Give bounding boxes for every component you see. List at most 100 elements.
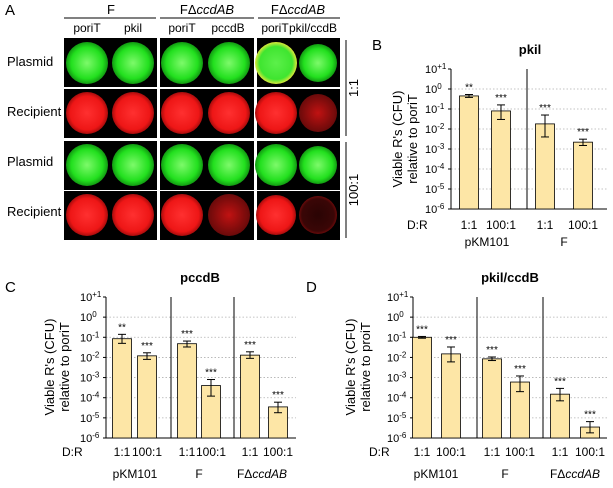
- colony-recipient-1-poriT: [66, 92, 108, 134]
- significance-label: ***: [495, 93, 507, 104]
- bar: [240, 354, 260, 439]
- chart-title: pkil: [519, 42, 541, 57]
- bar: [573, 141, 593, 210]
- panel-letter-d: D: [306, 279, 317, 296]
- colony-recipient-1-pccdB: [208, 92, 250, 134]
- y-tick-label: 100: [425, 82, 442, 96]
- y-tick-label: 10-2: [80, 350, 100, 364]
- y-tick-label: 10-4: [387, 391, 407, 405]
- chart-title: pccdB: [180, 270, 220, 285]
- colony-recipient-2-poriT-fd: [161, 194, 203, 236]
- colony-recipient-1-pkil: [112, 92, 154, 134]
- significance-label: **: [118, 322, 126, 333]
- row-label-recipient-2: Recipient: [7, 204, 62, 219]
- dr-label: D:R: [369, 445, 390, 459]
- category-label: 100:1: [132, 445, 162, 459]
- col-label-4: pccdB: [211, 21, 244, 35]
- group-label: FΔccdAB: [237, 467, 287, 481]
- category-label: 100:1: [263, 445, 293, 459]
- significance-label: ***: [584, 410, 596, 421]
- colony-plasmid-2-pkil: [112, 144, 154, 186]
- colony-plasmid-2-poriT-fd2: [255, 144, 297, 186]
- bar: [441, 353, 461, 439]
- significance-label: ***: [486, 345, 498, 356]
- colony-plasmid-1-poriT: [66, 42, 108, 84]
- significance-label: ***: [416, 324, 428, 335]
- colony-recipient-2-poriT: [66, 194, 108, 236]
- colony-plasmid-1-pccdB: [208, 42, 250, 84]
- category-label: 1:1: [537, 218, 554, 232]
- colony-plasmid-2-pkilccdB: [299, 146, 337, 184]
- strain-label-f: F: [107, 2, 115, 17]
- bar: [112, 338, 132, 439]
- category-label: 1:1: [414, 445, 431, 459]
- colony-plasmid-1-pkil: [112, 42, 154, 84]
- chart-d: pkil/ccdB 10+1 100 10-1 10-2 10-3 10-4 10-5 10-6…: [343, 270, 607, 481]
- row-label-plasmid-1: Plasmid: [7, 54, 53, 69]
- bar: [137, 355, 157, 439]
- y-tick-label: 10-1: [80, 330, 100, 344]
- y-tick-label: 10-6: [80, 431, 100, 445]
- colony-recipient-1-pkilccdB: [299, 94, 337, 132]
- significance-label: **: [465, 83, 473, 94]
- group-label: FΔccdAB: [550, 467, 600, 481]
- strain-label-fdccdab-1: FΔccdAB: [180, 2, 235, 17]
- col-label-6: pkil/ccdB: [289, 21, 337, 35]
- chart-title: pkil/ccdB: [481, 270, 539, 285]
- y-tick-label: 10+1: [80, 290, 102, 304]
- group-label: F: [501, 467, 508, 481]
- group-label: F: [195, 467, 202, 481]
- y-tick-label: 10-6: [425, 202, 445, 216]
- y-tick-label: 10-4: [80, 391, 100, 405]
- significance-label: ***: [244, 340, 256, 351]
- colony-plasmid-1-poriT-fd2: [255, 42, 297, 84]
- y-tick-label: 10-5: [425, 182, 445, 196]
- y-tick-label: 100: [387, 310, 404, 324]
- significance-label: ***: [445, 335, 457, 346]
- bar: [491, 110, 511, 210]
- strain-label-fdccdab-2: FΔccdAB: [271, 2, 326, 17]
- row-label-recipient-1: Recipient: [7, 104, 62, 119]
- significance-label: ***: [272, 390, 284, 401]
- col-label-5: poriT: [261, 21, 289, 35]
- significance-label: ***: [181, 329, 193, 340]
- col-label-1: poriT: [73, 21, 101, 35]
- y-tick-label: 10-3: [80, 371, 100, 385]
- category-label: 100:1: [568, 218, 598, 232]
- colony-plasmid-2-poriT: [66, 144, 108, 186]
- significance-label: ***: [514, 364, 526, 375]
- bar: [177, 343, 197, 439]
- ratio-label-1: 1:1: [346, 79, 361, 97]
- colony-plasmid-1-poriT-fd: [161, 42, 203, 84]
- group-label: pKM101: [113, 467, 158, 481]
- y-tick-label: 10-4: [425, 162, 445, 176]
- significance-label: ***: [554, 376, 566, 387]
- significance-label: ***: [539, 103, 551, 114]
- colony-recipient-2-pccdB: [208, 194, 250, 236]
- y-tick-label: 10-3: [425, 142, 445, 156]
- y-tick-label: 10+1: [425, 62, 447, 76]
- category-label: 1:1: [552, 445, 569, 459]
- colony-recipient-1-poriT-fd2: [255, 92, 297, 134]
- colony-recipient-2-pkil: [112, 194, 154, 236]
- category-label: 100:1: [486, 218, 516, 232]
- y-axis-label: Viable R's (CFU)relative to poriT: [390, 91, 420, 188]
- category-label: 100:1: [436, 445, 466, 459]
- significance-label: ***: [577, 127, 589, 138]
- panel-a: A F FΔccdAB FΔccdAB poriT pkil poriT pcc…: [5, 2, 361, 240]
- colony-recipient-2-pkilccdB: [299, 196, 337, 234]
- y-axis-label: Viable R's (CFU)relative to poriT: [42, 319, 72, 416]
- colony-plasmid-1-pkilccdB: [299, 44, 337, 82]
- bar: [459, 95, 479, 210]
- y-tick-label: 10-1: [387, 330, 407, 344]
- panel-letter-a: A: [5, 2, 15, 19]
- category-label: 100:1: [196, 445, 226, 459]
- y-tick-label: 10-1: [425, 102, 445, 116]
- group-label: pKM101: [465, 235, 510, 249]
- colony-recipient-1-poriT-fd: [161, 92, 203, 134]
- significance-label: ***: [141, 341, 153, 352]
- y-tick-label: 10-2: [425, 122, 445, 136]
- group-label: pKM101: [414, 467, 459, 481]
- y-axis-label: Viable R's (CFU)relative to proiT: [343, 319, 373, 416]
